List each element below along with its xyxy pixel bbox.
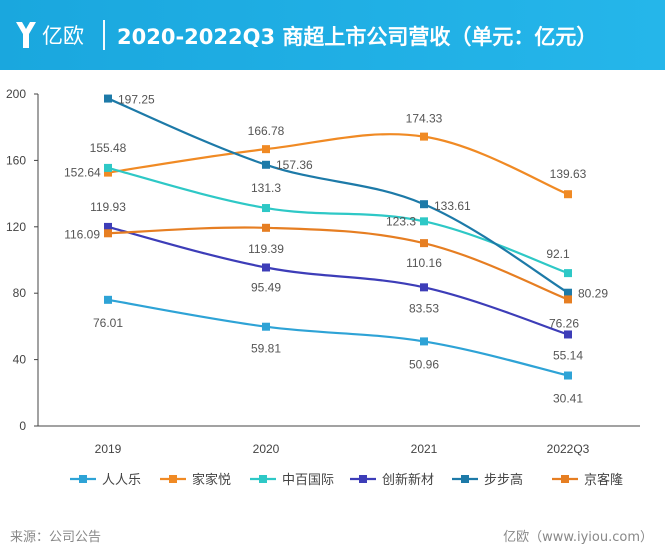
yiou-logo-icon	[16, 22, 36, 48]
x-tick-label: 2019	[95, 442, 122, 456]
data-point	[262, 145, 270, 154]
y-tick-label: 80	[13, 286, 27, 300]
data-point	[564, 269, 572, 278]
data-point	[104, 229, 112, 238]
data-label: 50.96	[409, 357, 439, 371]
data-label: 119.93	[90, 200, 126, 214]
series-line-1	[107, 133, 569, 196]
logo-text: 亿欧	[42, 24, 84, 48]
data-label: 59.81	[251, 342, 281, 356]
data-label: 157.36	[276, 158, 313, 172]
data-point	[104, 295, 112, 304]
series-line-4	[107, 97, 569, 294]
line-chart: 0 40 80 120 160 200 2019 2020 2021 2022Q3 76.01 59.…	[6, 87, 640, 488]
data-label: 131.3	[251, 181, 281, 195]
legend-swatch-marker	[561, 475, 569, 483]
legend-label: 家家悦	[192, 472, 231, 488]
legend-swatch-marker	[79, 475, 87, 483]
data-point	[420, 283, 428, 292]
data-point	[262, 160, 270, 169]
data-point	[262, 263, 270, 272]
x-tick-label: 2022Q3	[547, 442, 590, 456]
data-label: 119.39	[248, 242, 284, 256]
data-point	[564, 288, 572, 297]
header-divider	[103, 20, 105, 50]
data-label: 133.61	[434, 199, 471, 213]
data-label: 139.63	[550, 167, 587, 181]
series-line-3	[107, 225, 569, 336]
y-tick-label: 160	[6, 153, 26, 167]
data-label: 92.1	[546, 247, 570, 261]
series-line-2	[107, 166, 569, 275]
legend-label: 中百国际	[282, 473, 334, 488]
data-label: 110.16	[406, 256, 442, 270]
data-label: 197.25	[118, 93, 155, 107]
y-tick-label: 200	[6, 87, 26, 101]
data-label: 174.33	[406, 112, 443, 126]
legend-label: 步步高	[484, 472, 523, 488]
series-line-5	[107, 226, 569, 301]
data-point	[262, 223, 270, 232]
data-point	[564, 295, 572, 304]
data-label: 152.64	[64, 166, 101, 180]
data-label: 123.3	[386, 214, 416, 228]
header-banner: 亿欧 2020-2022Q3 商超上市公司营收（单元：亿元）	[0, 0, 665, 70]
data-label: 155.48	[90, 141, 127, 155]
data-label: 80.29	[578, 287, 608, 301]
data-label: 95.49	[251, 280, 281, 294]
y-tick-label: 40	[13, 353, 27, 367]
source-note: 来源：公司公告	[10, 530, 102, 545]
data-point	[104, 163, 112, 172]
data-point	[564, 190, 572, 199]
data-point	[420, 132, 428, 141]
data-label: 76.26	[549, 316, 579, 330]
data-point	[420, 337, 428, 346]
legend-swatch-marker	[259, 475, 267, 483]
data-point	[262, 204, 270, 213]
data-label: 166.78	[248, 124, 285, 138]
legend-swatch-marker	[359, 475, 367, 483]
data-point	[564, 330, 572, 339]
logo: 亿欧	[14, 18, 84, 52]
data-point	[104, 168, 112, 177]
y-tick-label: 0	[19, 419, 26, 433]
data-point	[420, 200, 428, 209]
legend-label: 人人乐	[102, 473, 141, 488]
data-point	[262, 322, 270, 331]
data-label: 83.53	[409, 301, 439, 315]
x-tick-label: 2020	[253, 442, 280, 456]
legend-swatch-marker	[169, 475, 177, 483]
data-label: 76.01	[93, 316, 123, 330]
brand-note: 亿欧（www.iyiou.com）	[503, 530, 653, 545]
data-point	[104, 222, 112, 231]
data-point	[420, 217, 428, 226]
data-point	[420, 239, 428, 248]
data-label: 30.41	[553, 392, 583, 406]
data-point	[564, 371, 572, 380]
legend-label: 创新新材	[382, 472, 434, 488]
data-label: 116.09	[64, 227, 100, 241]
data-point	[104, 94, 112, 103]
series-line-0	[107, 298, 569, 377]
legend-label: 京客隆	[584, 472, 623, 488]
chart-title: 2020-2022Q3 商超上市公司营收（单元：亿元）	[117, 25, 598, 49]
y-tick-label: 120	[6, 220, 26, 234]
legend-swatch-marker	[461, 475, 469, 483]
x-tick-label: 2021	[411, 442, 438, 456]
data-label: 55.14	[553, 348, 583, 362]
